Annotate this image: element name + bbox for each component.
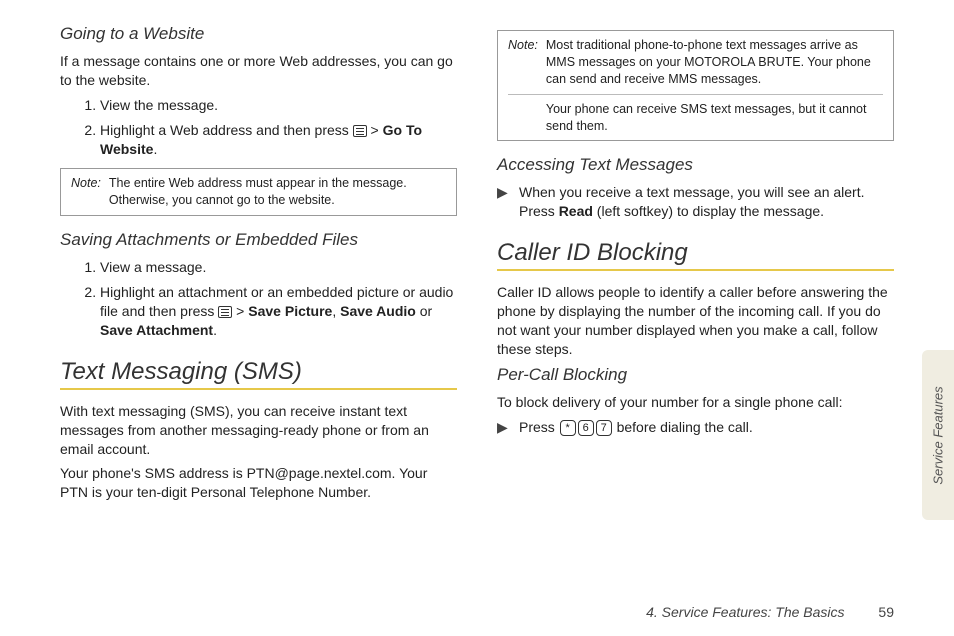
note-box: Note: The entire Web address must appear…: [60, 168, 457, 216]
text: .: [213, 322, 217, 338]
list-item: View the message.: [100, 96, 457, 115]
softkey-label: Save Picture: [248, 303, 332, 319]
chapter-title: 4. Service Features: The Basics: [646, 604, 844, 620]
paragraph: To block delivery of your number for a s…: [497, 393, 894, 412]
text: or: [416, 303, 432, 319]
note-text: Your phone can receive SMS text messages…: [546, 101, 883, 135]
bullet-item: ▶ When you receive a text message, you w…: [497, 183, 894, 221]
key-star: *: [560, 420, 576, 436]
note-label: Note:: [71, 175, 101, 209]
heading-saving-attachments: Saving Attachments or Embedded Files: [60, 230, 457, 250]
softkey-label: Read: [559, 203, 593, 219]
heading-caller-id: Caller ID Blocking: [497, 239, 894, 267]
saving-steps: View a message. Highlight an attachment …: [60, 258, 457, 340]
heading-text-messaging: Text Messaging (SMS): [60, 358, 457, 386]
note-text: Most traditional phone-to-phone text mes…: [546, 37, 883, 88]
text: before dialing the call.: [613, 419, 753, 435]
right-column: Note: Most traditional phone-to-phone te…: [497, 20, 894, 508]
heading-per-call: Per-Call Blocking: [497, 365, 894, 385]
menu-icon: [218, 306, 232, 318]
softkey-label: Save Audio: [340, 303, 416, 319]
paragraph: Your phone's SMS address is PTN@page.nex…: [60, 464, 457, 502]
divider: [60, 388, 457, 390]
menu-icon: [353, 125, 367, 137]
paragraph: If a message contains one or more Web ad…: [60, 52, 457, 90]
note-separator: [508, 94, 883, 95]
text: When you receive a text message, you wil…: [519, 183, 894, 221]
bullet-item: ▶ Press *67 before dialing the call.: [497, 418, 894, 437]
divider: [497, 269, 894, 271]
text: ,: [332, 303, 340, 319]
triangle-icon: ▶: [497, 183, 509, 221]
heading-accessing-text: Accessing Text Messages: [497, 155, 894, 175]
text: >: [367, 122, 383, 138]
list-item: Highlight a Web address and then press >…: [100, 121, 457, 159]
paragraph: Caller ID allows people to identify a ca…: [497, 283, 894, 359]
softkey-label: Save Attachment: [100, 322, 213, 338]
text: .: [153, 141, 157, 157]
text: >: [232, 303, 248, 319]
triangle-icon: ▶: [497, 418, 509, 437]
list-item: View a message.: [100, 258, 457, 277]
side-tab-label: Service Features: [931, 386, 946, 484]
text: Press *67 before dialing the call.: [519, 418, 753, 437]
heading-going-to-website: Going to a Website: [60, 24, 457, 44]
note-text: The entire Web address must appear in th…: [109, 175, 446, 209]
page: Going to a Website If a message contains…: [0, 0, 954, 528]
list-item: Highlight an attachment or an embedded p…: [100, 283, 457, 340]
key-7: 7: [596, 420, 612, 436]
page-number: 59: [878, 604, 894, 620]
key-6: 6: [578, 420, 594, 436]
website-steps: View the message. Highlight a Web addres…: [60, 96, 457, 159]
paragraph: With text messaging (SMS), you can recei…: [60, 402, 457, 459]
text: Press: [519, 419, 559, 435]
note-label: Note:: [508, 37, 538, 88]
side-tab: Service Features: [922, 350, 954, 520]
note-box: Note: Most traditional phone-to-phone te…: [497, 30, 894, 141]
text: (left softkey) to display the message.: [593, 203, 824, 219]
left-column: Going to a Website If a message contains…: [60, 20, 457, 508]
text: Highlight a Web address and then press: [100, 122, 353, 138]
footer: 4. Service Features: The Basics 59: [646, 604, 894, 620]
